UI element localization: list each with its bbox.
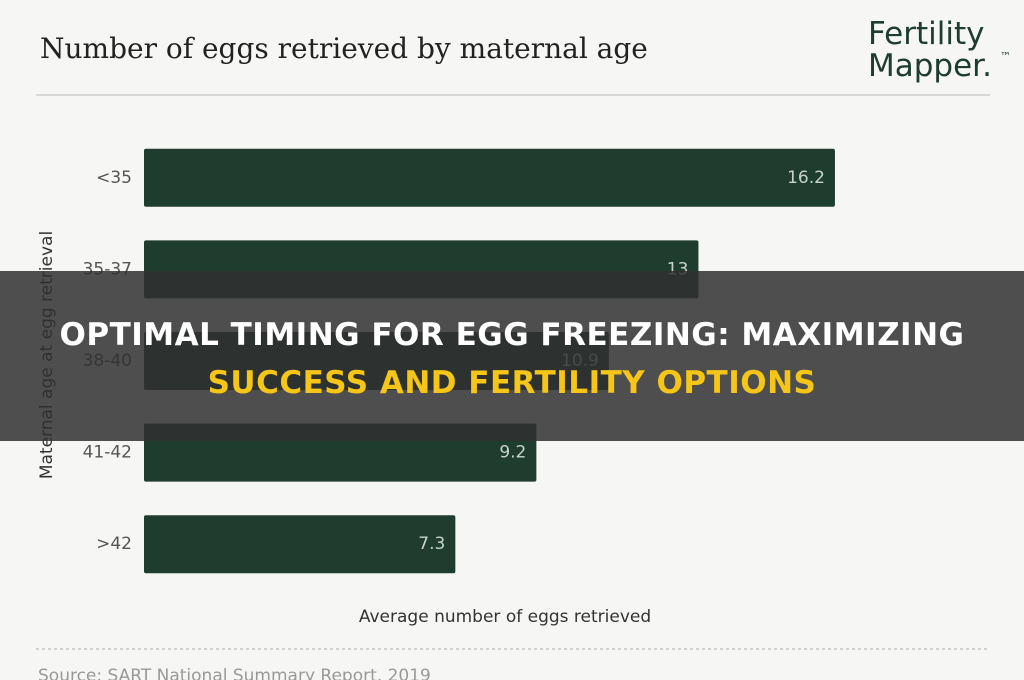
chart-title: Number of eggs retrieved by maternal age: [40, 32, 648, 65]
source: Source: SART National Summary Report, 20…: [38, 666, 431, 680]
bar: [144, 148, 835, 207]
overlay-line2: SUCCESS AND FERTILITY OPTIONS: [207, 365, 817, 401]
x-axis-label: Average number of eggs retrieved: [359, 607, 651, 627]
bar: [144, 515, 456, 574]
overlay-banner: OPTIMAL TIMING FOR EGG FREEZING: MAXIMIZ…: [0, 271, 1024, 441]
value-label: 7.3: [418, 534, 445, 554]
overlay-line1: OPTIMAL TIMING FOR EGG FREEZING: MAXIMIZ…: [59, 317, 965, 353]
logo-line1: Fertility: [868, 16, 984, 52]
logo-line2: Mapper.: [868, 48, 992, 84]
value-label: 16.2: [787, 168, 825, 188]
y-tick-label: 41-42: [83, 443, 132, 463]
y-tick-label: <35: [96, 168, 132, 188]
logo-mark: ™: [1000, 50, 1011, 63]
value-label: 9.2: [499, 443, 526, 463]
y-tick-label: >42: [96, 534, 132, 554]
